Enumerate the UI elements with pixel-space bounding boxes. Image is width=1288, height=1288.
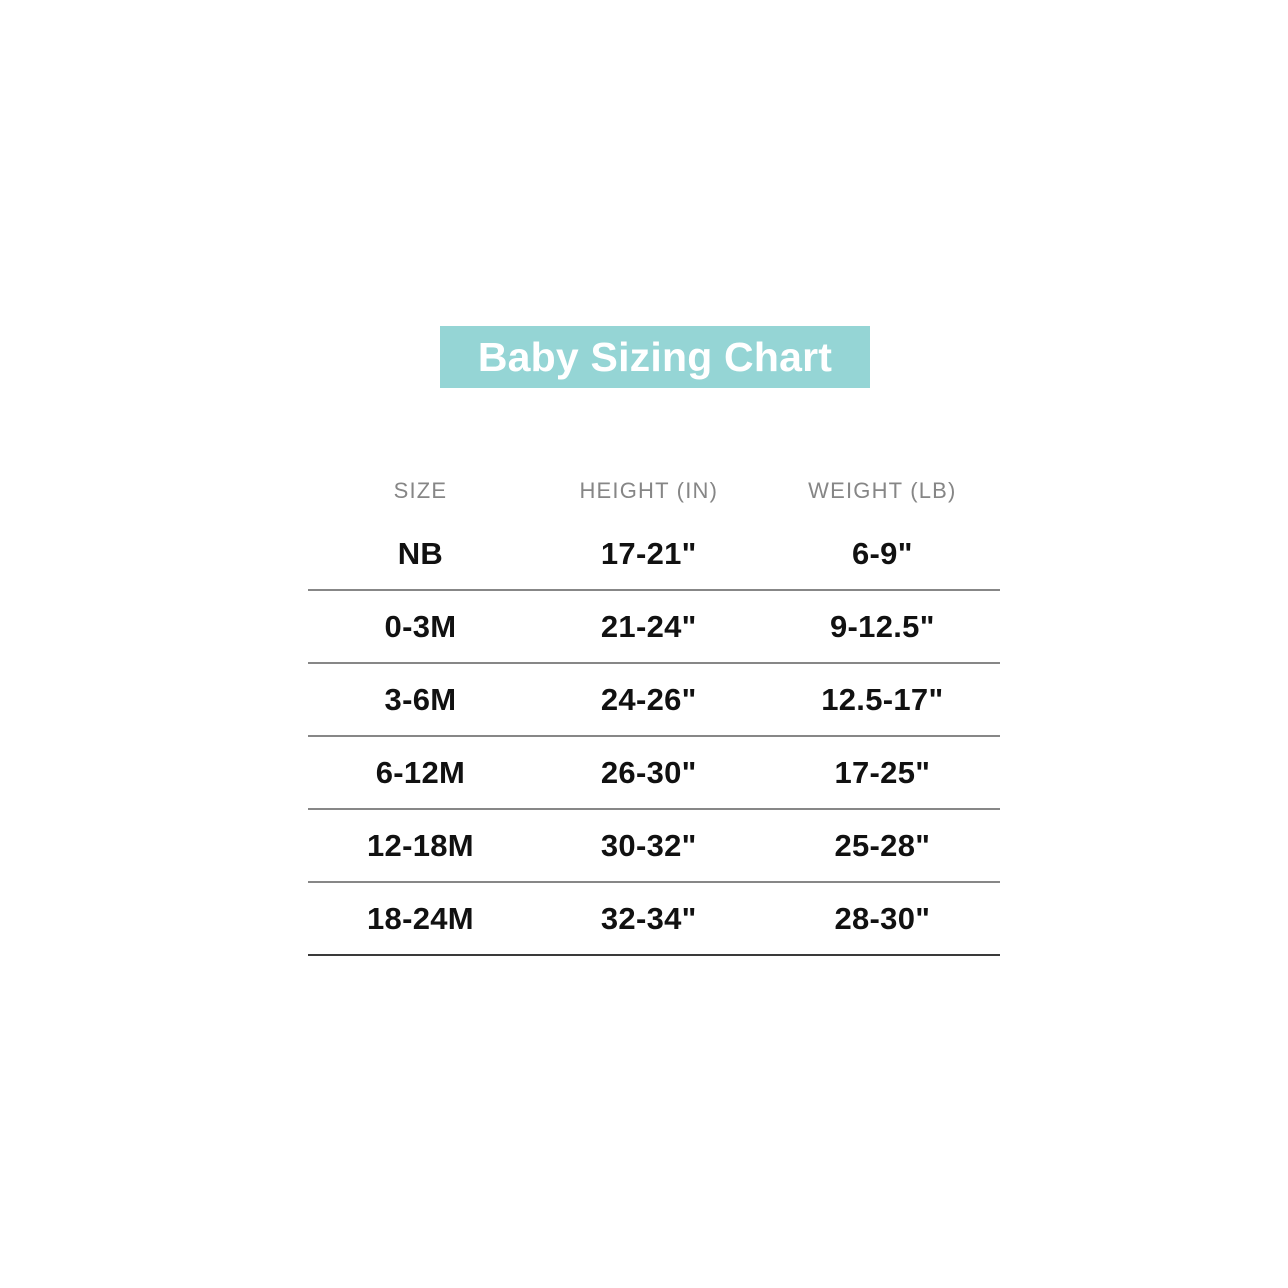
- cell-weight: 6-9": [764, 518, 1000, 591]
- table-body: NB 17-21" 6-9" 0-3M 21-24" 9-12.5" 3-6M …: [308, 518, 1000, 956]
- column-header-size: SIZE: [393, 478, 448, 503]
- table-header-row: SIZE HEIGHT (IN) WEIGHT (LB): [308, 478, 1000, 518]
- cell-weight: 28-30": [764, 882, 1000, 956]
- table-row: 0-3M 21-24" 9-12.5": [308, 590, 1000, 664]
- cell-height: 30-32": [532, 809, 765, 883]
- table-row: 18-24M 32-34" 28-30": [308, 882, 1000, 956]
- cell-weight: 12.5-17": [764, 663, 1000, 737]
- cell-weight: 17-25": [764, 736, 1000, 810]
- cell-size: 18-24M: [308, 882, 533, 956]
- table-row: 3-6M 24-26" 12.5-17": [308, 663, 1000, 737]
- cell-weight: 9-12.5": [764, 590, 1000, 664]
- cell-height: 17-21": [532, 518, 765, 591]
- cell-size: 3-6M: [308, 663, 533, 737]
- table-header: SIZE HEIGHT (IN) WEIGHT (LB): [308, 478, 1000, 518]
- cell-height: 24-26": [532, 663, 765, 737]
- cell-size: 0-3M: [308, 590, 533, 664]
- column-header-height: HEIGHT (IN): [579, 478, 719, 503]
- title-banner: Baby Sizing Chart: [440, 326, 870, 388]
- cell-size: 12-18M: [308, 809, 533, 883]
- cell-size: NB: [308, 518, 533, 591]
- table-row: 12-18M 30-32" 25-28": [308, 809, 1000, 883]
- cell-weight: 25-28": [764, 809, 1000, 883]
- table-row: 6-12M 26-30" 17-25": [308, 736, 1000, 810]
- baby-sizing-table: SIZE HEIGHT (IN) WEIGHT (LB) NB 17-21" 6…: [308, 478, 1000, 956]
- column-header-weight: WEIGHT (LB): [808, 478, 957, 503]
- cell-height: 26-30": [532, 736, 765, 810]
- cell-height: 21-24": [532, 590, 765, 664]
- page-title: Baby Sizing Chart: [477, 333, 833, 380]
- cell-height: 32-34": [532, 882, 765, 956]
- table-row: NB 17-21" 6-9": [308, 518, 1000, 591]
- cell-size: 6-12M: [308, 736, 533, 810]
